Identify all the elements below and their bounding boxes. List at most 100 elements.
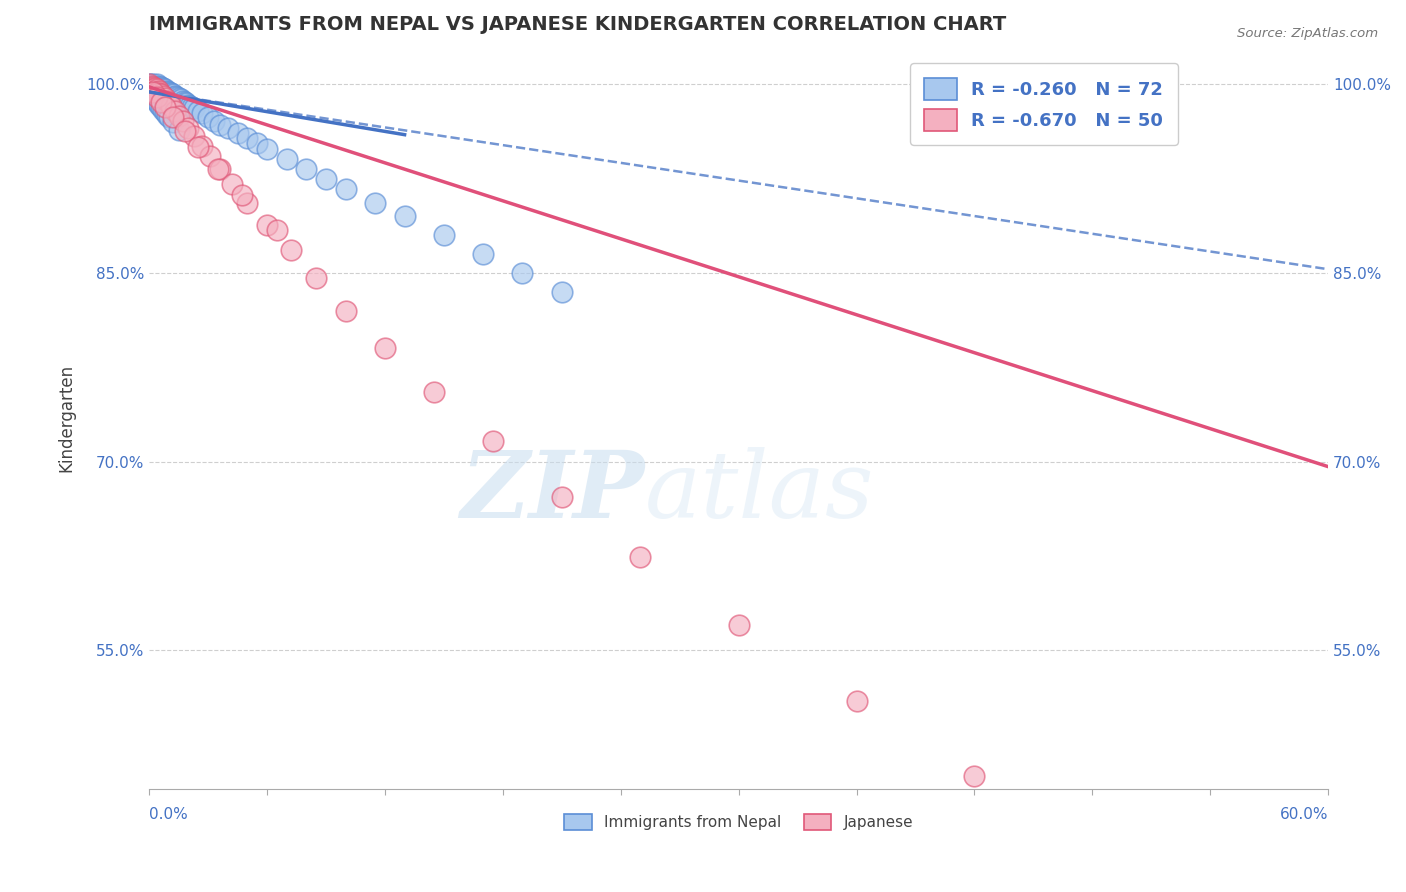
Point [198,149,221,163]
Point [191,106,214,120]
Point [149,79,172,94]
Point [138,78,160,92]
Point [157,110,180,124]
Point [276,152,298,166]
Point [139,82,162,96]
Point [142,85,165,99]
Point [139,78,162,93]
Point [146,78,169,92]
Point [139,81,162,95]
Point [162,90,184,104]
Point [143,84,166,98]
Point [152,84,174,98]
Point [628,550,651,565]
Point [176,96,198,111]
Point [146,95,169,109]
Point [152,103,174,117]
Point [162,115,184,129]
Point [156,86,179,100]
Point [152,81,174,95]
Point [143,81,166,95]
Point [153,91,176,105]
Point [482,434,505,449]
Point [166,90,188,104]
Point [163,88,186,103]
Point [433,228,456,243]
Text: Source: ZipAtlas.com: Source: ZipAtlas.com [1237,27,1378,40]
Point [236,195,259,210]
Point [183,128,205,143]
Point [173,124,195,138]
Point [187,140,209,154]
Point [197,110,219,124]
Point [146,90,169,104]
Point [148,84,170,98]
Point [208,161,231,176]
Point [152,88,174,103]
Point [1101,851,1123,865]
Point [156,94,179,108]
Point [305,271,328,285]
Point [149,82,172,96]
Point [146,85,169,99]
Point [335,303,357,318]
Point [142,78,165,92]
Point [146,82,169,96]
Point [143,78,166,93]
Legend: Immigrants from Nepal, Japanese: Immigrants from Nepal, Japanese [558,808,920,837]
Point [551,490,574,504]
Text: 0.0%: 0.0% [149,807,188,822]
Point [246,136,269,151]
Point [181,100,204,114]
Point [202,113,225,128]
Point [162,87,184,102]
Point [172,113,194,128]
Point [146,79,169,94]
Point [208,118,231,132]
Text: atlas: atlas [644,447,873,537]
Point [139,79,162,94]
Point [139,78,162,92]
Point [551,285,574,299]
Point [221,177,243,191]
Point [142,79,165,94]
Text: 60.0%: 60.0% [1279,807,1329,822]
Point [148,84,170,98]
Point [153,100,176,114]
Point [152,86,174,100]
Point [143,81,166,95]
Point [231,188,253,202]
Point [157,96,180,111]
Point [167,109,190,123]
Point [207,161,229,176]
Point [153,82,176,96]
Point [148,86,170,100]
Point [183,101,205,115]
Point [157,85,180,99]
Y-axis label: Kindergarten: Kindergarten [58,364,75,472]
Point [217,121,239,136]
Point [148,81,170,95]
Point [845,693,868,707]
Point [143,84,166,98]
Point [172,94,194,108]
Point [177,97,200,112]
Point [156,84,179,98]
Point [148,97,170,112]
Point [153,85,176,99]
Point [179,99,201,113]
Point [177,121,200,136]
Point [142,82,165,96]
Point [167,91,190,105]
Point [226,127,249,141]
Point [162,110,184,124]
Point [142,79,165,94]
Point [727,618,749,632]
Point [374,342,396,356]
Point [143,93,166,107]
Point [423,385,446,400]
Point [157,87,180,102]
Point [236,131,259,145]
Point [472,247,495,261]
Point [963,769,986,783]
